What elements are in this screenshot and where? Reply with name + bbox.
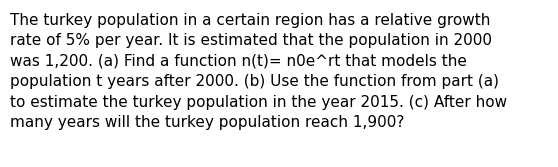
Text: The turkey population in a certain region has a relative growth
rate of 5% per y: The turkey population in a certain regio…: [10, 13, 507, 130]
